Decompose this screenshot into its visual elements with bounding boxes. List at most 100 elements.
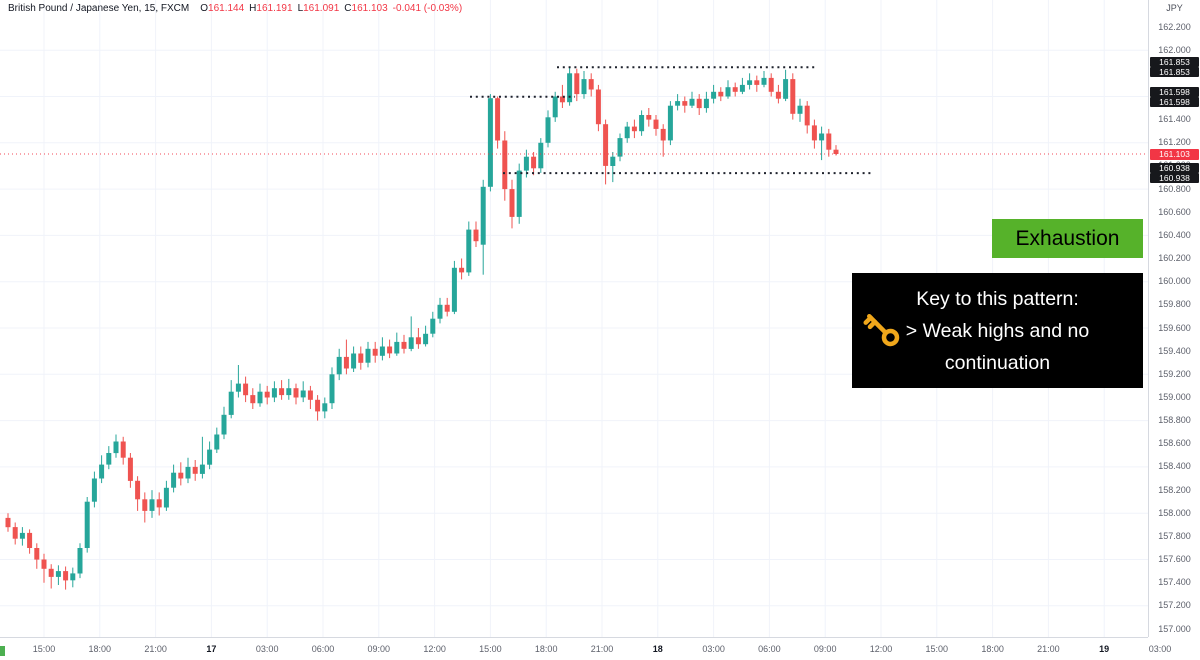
candle-body — [408, 337, 414, 349]
candle-body — [747, 80, 753, 85]
candle-body — [77, 548, 83, 574]
candle-body — [192, 466, 198, 474]
candle-body — [70, 573, 76, 581]
candle-body — [739, 84, 745, 92]
candle-body — [120, 441, 126, 458]
logo-fragment[interactable] — [0, 646, 5, 656]
candle-body — [581, 79, 587, 95]
ohlc-value: 161.191 — [256, 3, 293, 14]
candle-body — [531, 156, 537, 169]
candle-body — [228, 391, 234, 415]
exhaustion-annotation[interactable]: Exhaustion — [992, 219, 1143, 258]
ohlc-letter: H — [249, 3, 257, 14]
candle-body — [768, 77, 774, 92]
candle-body — [336, 356, 342, 375]
candle-body — [343, 356, 349, 369]
candle-body — [91, 478, 97, 502]
candle-body — [459, 267, 465, 273]
candle-body — [523, 156, 529, 171]
candle-body — [617, 138, 623, 157]
price-axis-label: 160.400 — [1158, 229, 1191, 240]
candle-body — [19, 532, 25, 539]
price-axis-label: 157.200 — [1158, 600, 1191, 611]
key-note-line3: continuation — [944, 351, 1051, 374]
time-axis-label: 15:00 — [925, 644, 949, 654]
time-axis-label: 09:00 — [813, 644, 837, 654]
candle-body — [653, 119, 659, 129]
candle-body — [48, 568, 54, 577]
candle-body — [725, 87, 731, 97]
price-axis-label: 160.600 — [1158, 206, 1191, 217]
time-axis-label: 21:00 — [1037, 644, 1060, 654]
candle-body — [185, 466, 191, 479]
exhaustion-label: Exhaustion — [1015, 226, 1120, 250]
candle-body — [12, 527, 18, 539]
time-axis-label: 15:00 — [479, 644, 502, 654]
candle-body — [358, 353, 364, 363]
price-axis-label: 159.600 — [1158, 322, 1191, 333]
candle-body — [804, 105, 810, 126]
candle-body — [711, 91, 717, 99]
candle-body — [631, 126, 637, 132]
ohlc-letter: L — [297, 3, 304, 14]
candle-body — [495, 98, 501, 141]
candlestick-plot[interactable] — [0, 0, 1148, 637]
price-axis-label: 157.400 — [1158, 577, 1191, 588]
candle-body — [171, 472, 177, 488]
candle-body — [761, 77, 767, 85]
time-axis-day-label: 19 — [1099, 644, 1110, 654]
level-price-badge: 161.853 — [1150, 67, 1199, 78]
candle-body — [55, 571, 61, 577]
time-axis-day-label: 17 — [206, 644, 217, 654]
price-axis-label: 158.600 — [1158, 438, 1191, 449]
candle-body — [660, 128, 666, 141]
key-pattern-note[interactable]: Key to this pattern: > Weak highs and no… — [852, 273, 1143, 388]
candle-body — [163, 487, 169, 508]
candle-body — [27, 532, 33, 548]
time-axis-label: 09:00 — [367, 644, 391, 654]
price-axis-label: 159.200 — [1158, 368, 1191, 379]
time-axis-label: 06:00 — [758, 644, 781, 654]
candle-body — [610, 156, 616, 166]
price-axis-label: 158.800 — [1158, 415, 1191, 426]
candle-body — [790, 79, 796, 114]
candle-body — [624, 126, 630, 139]
candle-body — [84, 501, 90, 548]
price-axis[interactable]: JPY 162.200162.000161.800161.600161.4001… — [1148, 0, 1200, 637]
key-icon — [860, 303, 904, 355]
time-axis[interactable]: 15:00 18:00 21:00 17 03:00 06:00 09:00 12:00 15:… — [0, 637, 1171, 660]
candle-body — [279, 388, 285, 396]
candle-body — [379, 346, 385, 356]
candle-body — [559, 96, 565, 103]
candle-body — [315, 399, 321, 412]
candle-body — [675, 101, 681, 106]
candle-body — [135, 480, 141, 500]
price-axis-label: 160.000 — [1158, 276, 1191, 287]
candle-body — [667, 105, 673, 141]
candle-body — [178, 472, 184, 479]
candle-body — [682, 101, 688, 106]
ohlc-values: O161.144 H161.191 L161.091 C161.103 — [195, 3, 387, 14]
time-axis-label: 21:00 — [144, 644, 167, 654]
candle-body — [250, 395, 256, 404]
candle-body — [372, 348, 378, 356]
price-axis-label: 160.200 — [1158, 253, 1191, 263]
candle-body — [394, 341, 400, 354]
candle-body — [703, 98, 709, 109]
time-axis-label: 15:00 — [32, 644, 56, 654]
key-note-line1: Key to this pattern: — [916, 287, 1079, 310]
candle-body — [351, 353, 357, 369]
level-price-badge: 161.598 — [1150, 96, 1199, 107]
price-axis-label: 161.200 — [1158, 137, 1191, 148]
candle-body — [797, 105, 803, 114]
time-axis-label: 21:00 — [590, 644, 614, 654]
price-axis-label: 162.000 — [1158, 44, 1191, 55]
candle-body — [552, 96, 558, 118]
ohlc-legend: British Pound / Japanese Yen, 15, FXCM O1… — [8, 3, 462, 14]
time-axis-label: 12:00 — [423, 644, 446, 654]
candle-body — [387, 346, 393, 354]
level-price-badge: 160.938 — [1150, 173, 1199, 184]
candle-body — [603, 124, 609, 166]
candle-body — [819, 133, 825, 141]
